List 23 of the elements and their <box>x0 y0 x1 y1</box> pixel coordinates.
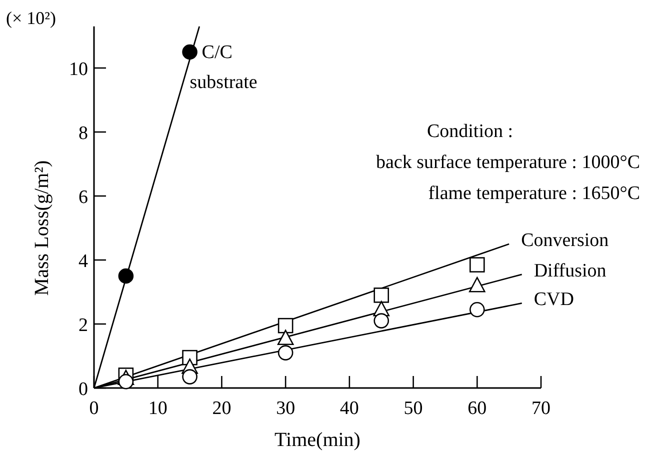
x-tick-label: 70 <box>532 398 550 419</box>
x-tick-label: 10 <box>148 398 168 419</box>
text: CVD <box>534 289 574 310</box>
text: Diffusion <box>534 260 607 282</box>
x-tick-label: 50 <box>404 398 423 419</box>
text: (× 10²) <box>6 8 56 28</box>
y-tick-label: 2 <box>78 315 88 336</box>
x-tick-label: 60 <box>468 398 487 419</box>
x-axis-title: Time(min) <box>274 429 360 451</box>
y-tick-label: 6 <box>78 187 88 208</box>
annotation: Condition : <box>426 121 514 142</box>
x-tick-label: 40 <box>340 398 359 419</box>
x-tick-label: 20 <box>212 398 232 419</box>
series-label: Conversion <box>521 230 610 251</box>
y-axis-title: Mass Loss(g/m²) <box>31 160 53 296</box>
y-tick-label: 4 <box>78 251 88 272</box>
x-tick-label: 30 <box>276 398 296 419</box>
y-tick-label: 0 <box>78 379 88 400</box>
y-tick-label: 8 <box>78 123 88 144</box>
y-tick-label: 10 <box>69 59 88 80</box>
series-label: C/C substrate <box>190 42 258 93</box>
annotation: flame temperature : 1650°C <box>428 183 640 204</box>
annotation: back surface temperature : 1000°C <box>376 152 640 173</box>
